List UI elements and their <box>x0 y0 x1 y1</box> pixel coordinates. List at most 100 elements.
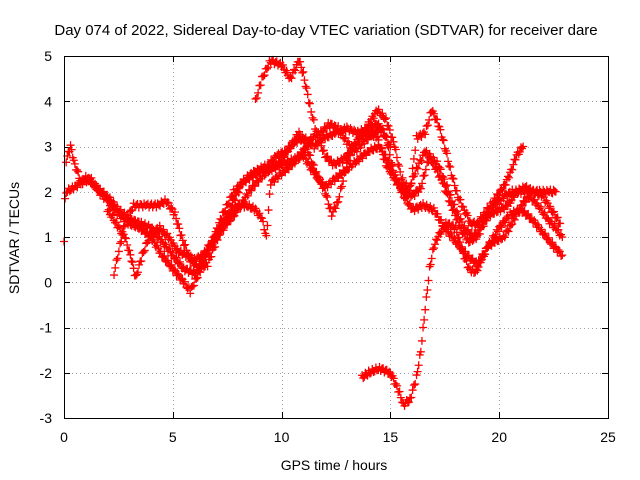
data-point <box>504 173 513 182</box>
data-point <box>222 216 231 225</box>
data-point <box>426 260 435 269</box>
data-point <box>504 227 513 236</box>
data-point <box>305 99 314 108</box>
data-point <box>111 263 120 272</box>
data-point <box>67 145 76 154</box>
data-point <box>501 218 510 227</box>
data-point <box>370 130 379 139</box>
data-point <box>422 292 431 301</box>
data-point <box>342 154 351 163</box>
data-point <box>386 142 395 151</box>
data-point <box>286 73 295 82</box>
data-point <box>259 217 268 226</box>
data-point <box>518 144 527 153</box>
data-point <box>550 242 559 251</box>
data-point <box>160 251 169 260</box>
data-point <box>73 166 82 175</box>
data-point <box>318 147 327 156</box>
data-point <box>408 386 417 395</box>
data-point <box>450 181 459 190</box>
data-point <box>498 186 507 195</box>
data-point <box>456 195 465 204</box>
data-point <box>452 186 461 195</box>
data-point <box>332 198 341 207</box>
data-point <box>450 200 459 209</box>
data-point <box>278 60 287 69</box>
data-point <box>262 231 271 240</box>
data-point <box>412 163 421 172</box>
data-point <box>448 174 457 183</box>
data-point <box>275 152 284 161</box>
data-point <box>435 163 444 172</box>
data-point <box>425 115 434 124</box>
data-point <box>496 207 505 216</box>
data-point <box>404 200 413 209</box>
y-tick-label: -2 <box>40 365 53 381</box>
data-point <box>510 215 519 224</box>
data-point <box>414 361 423 370</box>
data-point <box>421 165 430 174</box>
data-point <box>125 246 134 255</box>
data-point <box>163 229 172 238</box>
data-point <box>61 194 70 203</box>
y-tick-label: 4 <box>44 93 52 109</box>
data-point <box>176 257 185 266</box>
x-axis-tick-labels: 0 5 10 15 20 25 <box>60 429 616 445</box>
data-point <box>128 258 137 267</box>
data-point <box>355 135 364 144</box>
data-point <box>192 274 201 283</box>
data-point <box>423 121 432 130</box>
data-point <box>460 221 469 230</box>
data-point <box>170 265 179 274</box>
data-point <box>124 213 133 222</box>
data-point <box>167 260 176 269</box>
data-point <box>129 264 138 273</box>
data-point <box>337 127 346 136</box>
data-point <box>119 230 128 239</box>
data-point <box>493 227 502 236</box>
data-point <box>380 115 389 124</box>
data-point <box>451 221 460 230</box>
data-point <box>327 212 336 221</box>
data-point <box>289 140 298 149</box>
data-point <box>110 271 119 280</box>
data-point <box>126 250 135 259</box>
data-point <box>417 336 426 345</box>
data-point <box>408 164 417 173</box>
data-point <box>314 137 323 146</box>
data-point <box>116 239 125 248</box>
data-point <box>544 233 553 242</box>
data-point <box>264 63 273 72</box>
data-point <box>120 233 129 242</box>
data-point <box>137 217 146 226</box>
data-point <box>429 244 438 253</box>
data-point <box>499 231 508 240</box>
data-point <box>551 187 560 196</box>
data-point <box>263 221 272 230</box>
data-point <box>395 161 404 170</box>
data-point <box>199 252 208 261</box>
data-point <box>456 238 465 247</box>
data-point <box>180 277 189 286</box>
data-point <box>392 153 401 162</box>
data-point <box>62 189 71 198</box>
chart-title: Day 074 of 2022, Sidereal Day-to-day VTE… <box>54 22 597 39</box>
data-point <box>469 235 478 244</box>
data-point <box>229 195 238 204</box>
data-point <box>335 192 344 201</box>
data-point <box>300 144 309 153</box>
data-point <box>159 225 168 234</box>
data-point <box>175 224 184 233</box>
data-point <box>308 113 317 122</box>
data-point <box>419 323 428 332</box>
data-point <box>538 191 547 200</box>
data-point <box>150 228 159 237</box>
data-point <box>147 230 156 239</box>
data-point <box>291 66 300 75</box>
data-point <box>104 205 113 214</box>
data-point <box>510 193 519 202</box>
data-point <box>191 257 200 266</box>
data-point <box>474 220 483 229</box>
data-point <box>382 114 391 123</box>
